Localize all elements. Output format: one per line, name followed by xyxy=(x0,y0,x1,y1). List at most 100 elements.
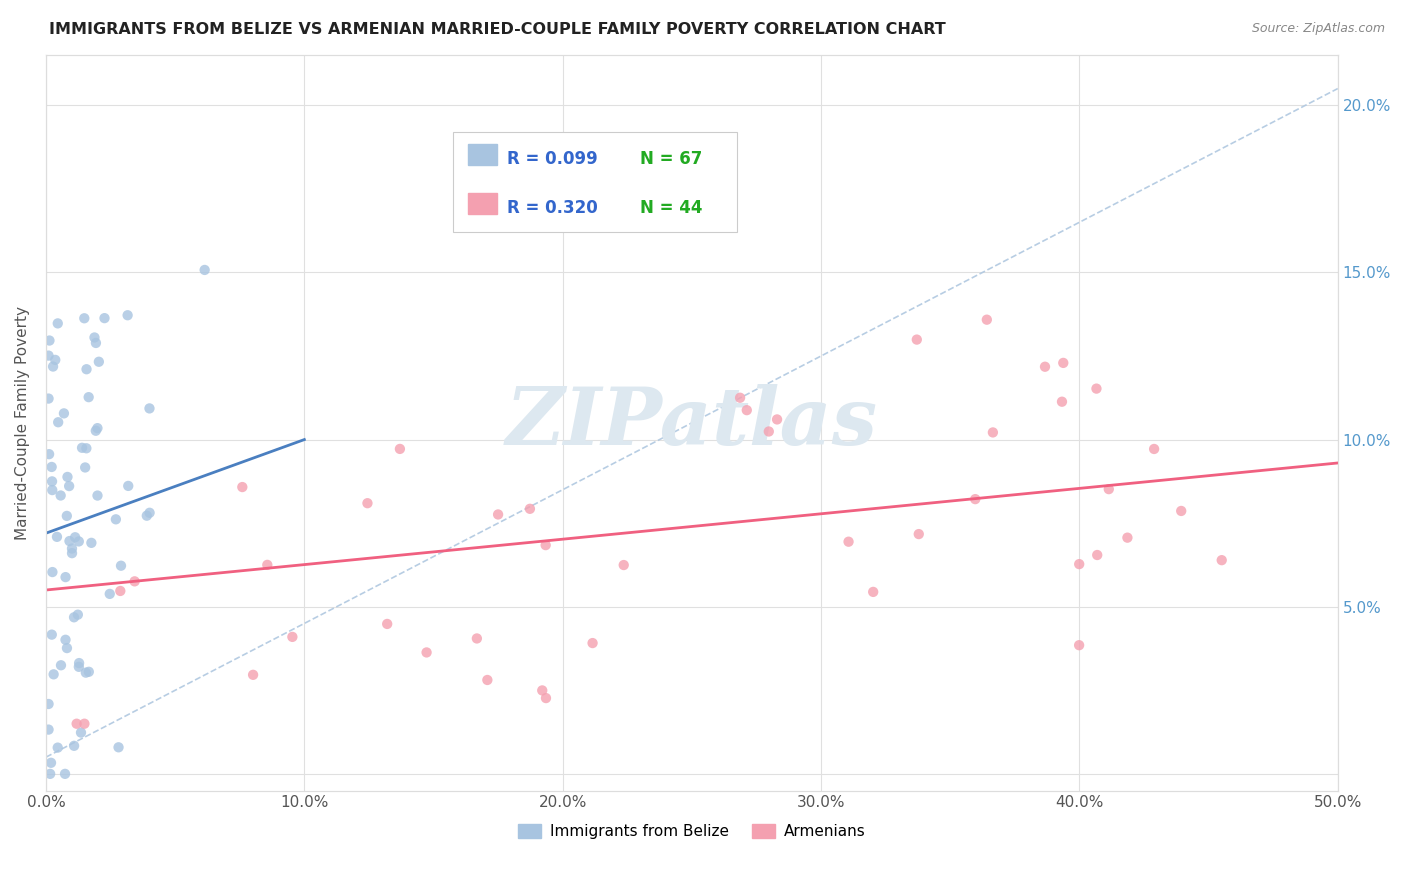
Point xyxy=(58,479,80,493)
Point xyxy=(42,359,65,374)
Point xyxy=(46,530,69,544)
Point xyxy=(242,668,264,682)
Point xyxy=(73,716,96,731)
Point xyxy=(55,570,77,584)
Point xyxy=(46,415,69,429)
Point xyxy=(49,488,72,502)
Point xyxy=(86,421,108,435)
Y-axis label: Married-Couple Family Poverty: Married-Couple Family Poverty xyxy=(15,306,30,540)
Point xyxy=(67,534,90,549)
Point xyxy=(415,645,437,659)
Point xyxy=(534,538,557,552)
Point xyxy=(49,658,72,673)
Point xyxy=(388,442,411,456)
Point xyxy=(1085,382,1108,396)
Point xyxy=(77,665,100,679)
Point xyxy=(465,632,488,646)
Point xyxy=(41,459,63,474)
Point xyxy=(138,401,160,416)
Point xyxy=(38,723,60,737)
Point xyxy=(613,558,636,572)
Point xyxy=(531,683,554,698)
Point xyxy=(519,501,541,516)
Point xyxy=(1098,482,1121,496)
Point xyxy=(93,311,115,326)
Point xyxy=(107,740,129,755)
Text: R = 0.099: R = 0.099 xyxy=(508,150,598,169)
Point xyxy=(110,584,132,599)
Point xyxy=(46,740,69,755)
Point xyxy=(83,330,105,344)
Point xyxy=(38,447,60,461)
Point xyxy=(63,530,86,544)
Point xyxy=(735,403,758,417)
Point xyxy=(135,508,157,523)
Point xyxy=(46,317,69,331)
FancyBboxPatch shape xyxy=(468,193,496,214)
Point xyxy=(41,627,63,641)
Point xyxy=(84,424,107,438)
Text: Source: ZipAtlas.com: Source: ZipAtlas.com xyxy=(1251,22,1385,36)
Point xyxy=(581,636,603,650)
Text: N = 67: N = 67 xyxy=(640,150,703,169)
Point xyxy=(1211,553,1233,567)
Text: N = 44: N = 44 xyxy=(640,199,703,217)
Point xyxy=(281,630,304,644)
Point xyxy=(39,756,62,770)
Point xyxy=(838,534,860,549)
Point xyxy=(67,656,90,670)
Point xyxy=(70,441,93,455)
Text: IMMIGRANTS FROM BELIZE VS ARMENIAN MARRIED-COUPLE FAMILY POVERTY CORRELATION CHA: IMMIGRANTS FROM BELIZE VS ARMENIAN MARRI… xyxy=(49,22,946,37)
Point xyxy=(56,508,79,523)
Point xyxy=(53,767,76,781)
Point xyxy=(67,660,90,674)
Point xyxy=(728,391,751,405)
Point xyxy=(73,311,96,326)
Point xyxy=(976,312,998,326)
Point xyxy=(117,479,139,493)
Point xyxy=(1033,359,1056,374)
Point xyxy=(41,475,63,489)
Point xyxy=(66,716,89,731)
Point xyxy=(1116,531,1139,545)
Point xyxy=(862,585,884,599)
Point xyxy=(41,565,63,579)
Point xyxy=(1085,548,1108,562)
Point xyxy=(60,541,83,556)
Point xyxy=(98,587,121,601)
Point xyxy=(52,406,75,420)
Point xyxy=(60,546,83,560)
Legend: Immigrants from Belize, Armenians: Immigrants from Belize, Armenians xyxy=(512,818,872,846)
Point xyxy=(981,425,1004,440)
Point xyxy=(38,334,60,348)
Point xyxy=(477,673,499,687)
Point xyxy=(1069,638,1091,652)
Point xyxy=(39,767,62,781)
Point xyxy=(38,392,60,406)
Point xyxy=(1143,442,1166,456)
Point xyxy=(905,333,928,347)
Point xyxy=(75,665,97,680)
Point xyxy=(44,352,66,367)
FancyBboxPatch shape xyxy=(453,132,737,232)
Point xyxy=(42,667,65,681)
FancyBboxPatch shape xyxy=(468,145,496,165)
Point xyxy=(534,691,557,706)
Point xyxy=(56,470,79,484)
Point xyxy=(194,263,217,277)
Point xyxy=(76,362,98,376)
Point xyxy=(70,725,93,739)
Point xyxy=(63,610,86,624)
Point xyxy=(1052,356,1074,370)
Point xyxy=(86,489,108,503)
Point xyxy=(80,536,103,550)
Point xyxy=(41,483,63,497)
Point xyxy=(77,390,100,404)
Point xyxy=(56,641,79,656)
Point xyxy=(766,412,789,426)
Point xyxy=(75,460,97,475)
Point xyxy=(58,534,80,549)
Point xyxy=(104,512,127,526)
Point xyxy=(231,480,253,494)
Point xyxy=(117,308,139,322)
